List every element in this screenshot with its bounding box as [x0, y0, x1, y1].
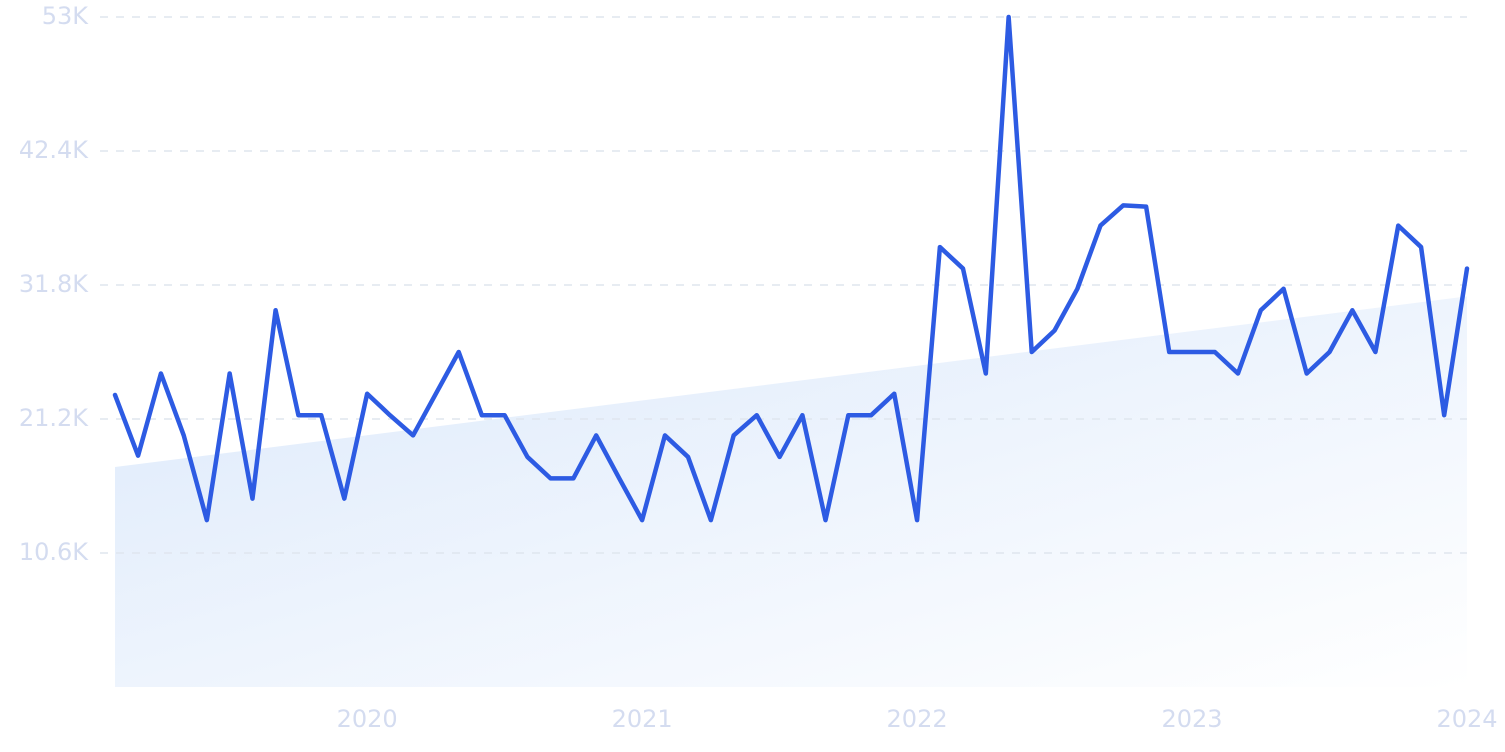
y-tick-label: 21.2K	[19, 404, 89, 432]
x-tick-label: 2023	[1161, 705, 1222, 733]
x-tick-label: 2024	[1436, 705, 1497, 733]
x-tick-label: 2020	[337, 705, 398, 733]
x-tick-label: 2021	[612, 705, 673, 733]
y-tick-label: 10.6K	[19, 538, 89, 566]
line-series	[112, 14, 1470, 523]
y-tick-label: 42.4K	[19, 136, 89, 164]
y-tick-label: 53K	[42, 2, 90, 30]
x-tick-label: 2022	[887, 705, 948, 733]
trend-area	[115, 296, 1467, 687]
y-tick-label: 31.8K	[19, 270, 89, 298]
